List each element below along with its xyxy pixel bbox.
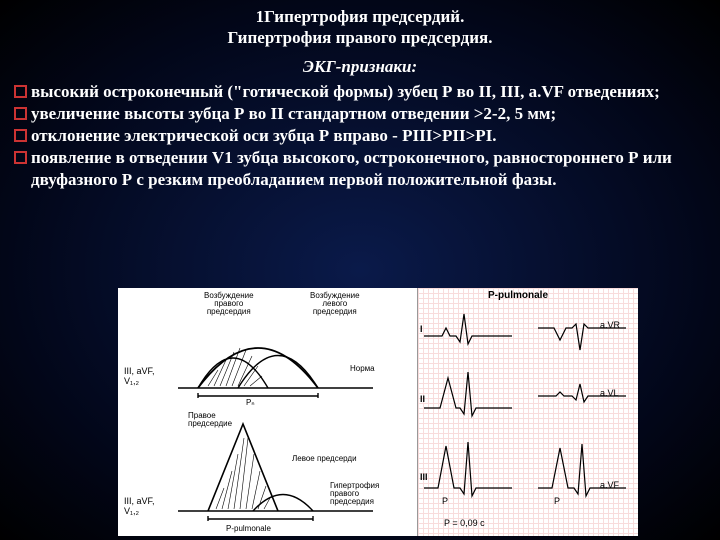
label-p-duration: P = 0,09 c <box>444 518 485 528</box>
label-right-atrium-2: Правоепредсердие <box>188 412 232 428</box>
trace-lead-I <box>422 306 522 356</box>
bullet-list: высокий остроконечный ("готической формы… <box>0 77 720 190</box>
lead-label-III: III <box>420 472 428 482</box>
label-leads-bot: III, aVF,V₁,₂ <box>124 496 155 516</box>
label-p-pulmonale-header: P-pulmonale <box>488 290 548 301</box>
lead-label-aVR: a.VR <box>600 320 620 330</box>
figure-right-panel: P-pulmonale I II III P P = 0,09 c a.VR a… <box>418 288 638 536</box>
ecg-figure: Возбуждениеправогопредсердия Возбуждение… <box>118 288 638 536</box>
p-wave-normal-curve <box>178 308 378 398</box>
bullet-item: увеличение высоты зубца Р во II стандарт… <box>14 103 706 124</box>
bullet-text: увеличение высоты зубца Р во II стандарт… <box>31 103 706 124</box>
subtitle: ЭКГ-признаки: <box>0 57 720 77</box>
label-norma: Норма <box>350 364 375 373</box>
bullet-item: появление в отведении V1 зубца высокого,… <box>14 147 706 190</box>
label-p-marker: P <box>442 496 448 506</box>
title-line-1: 1Гипертрофия предсердий. <box>0 6 720 27</box>
bullet-text: высокий остроконечный ("готической формы… <box>31 81 706 102</box>
bullet-item: высокий остроконечный ("готической формы… <box>14 81 706 102</box>
label-p-marker-2: P <box>554 496 560 506</box>
trace-lead-aVR <box>536 306 636 356</box>
lead-label-aVF: a.VF <box>600 480 619 490</box>
lead-label-aVL: a.VL <box>600 388 619 398</box>
trace-lead-II <box>422 368 522 428</box>
trace-lead-III <box>422 440 522 510</box>
bullet-text: появление в отведении V1 зубца высокого,… <box>31 147 706 190</box>
bullet-marker-icon <box>14 85 27 98</box>
label-left-atrium: Возбуждениелевогопредсердия <box>310 292 360 316</box>
label-right-atrium: Возбуждениеправогопредсердия <box>204 292 254 316</box>
figure-left-panel: Возбуждениеправогопредсердия Возбуждение… <box>118 288 418 536</box>
p-wave-hypertrophy-curve <box>178 416 378 526</box>
label-hypertrophy: Гипертрофияправогопредсердия <box>330 482 379 506</box>
bullet-marker-icon <box>14 151 27 164</box>
bullet-marker-icon <box>14 129 27 142</box>
bullet-marker-icon <box>14 107 27 120</box>
bullet-text: отклонение электрической оси зубца Р впр… <box>31 125 706 146</box>
lead-label-I: I <box>420 324 423 334</box>
lead-label-II: II <box>420 394 425 404</box>
label-pn: Pₙ <box>246 398 255 407</box>
label-leads-top: III, aVF,V₁,₂ <box>124 366 155 386</box>
bullet-item: отклонение электрической оси зубца Р впр… <box>14 125 706 146</box>
title-line-2: Гипертрофия правого предсердия. <box>0 27 720 48</box>
label-left-atrium-2: Левое предсерди <box>292 454 357 463</box>
label-p-pulmonale: P-pulmonale <box>226 524 271 533</box>
trace-lead-aVF <box>536 440 636 510</box>
trace-lead-aVL <box>536 368 636 418</box>
